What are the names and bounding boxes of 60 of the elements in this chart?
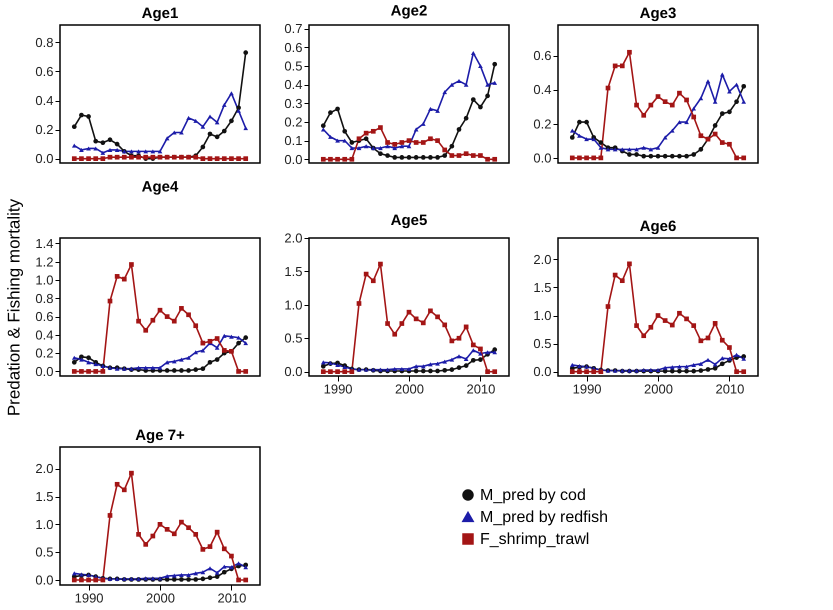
x-tick-label: 2000 bbox=[146, 590, 175, 606]
y-tick-label: 2.0 bbox=[533, 252, 552, 267]
legend-label: F_shrimp_trawl bbox=[480, 531, 590, 548]
y-axis-title: Predation & Fishing mortality bbox=[4, 198, 24, 416]
y-tick-label: 1.5 bbox=[284, 264, 302, 279]
y-tick-label: 0.0 bbox=[35, 151, 54, 166]
y-tick-label: 0.6 bbox=[284, 40, 302, 55]
y-tick-label: 0.1 bbox=[284, 133, 302, 148]
y-tick-label: 1.0 bbox=[35, 272, 54, 288]
legend-label: M_pred by cod bbox=[480, 487, 586, 504]
x-tick-label: 2010 bbox=[217, 590, 246, 606]
y-tick-label: 0.4 bbox=[284, 77, 302, 92]
y-tick-label: 0.5 bbox=[533, 336, 552, 352]
x-tick-label: 2000 bbox=[644, 382, 673, 396]
x-tick-label: 1990 bbox=[572, 382, 602, 396]
y-tick-label: 0.2 bbox=[35, 122, 54, 138]
y-tick-label: 0.4 bbox=[35, 93, 54, 108]
x-tick-label: 2010 bbox=[466, 382, 496, 396]
y-tick-label: 0.0 bbox=[533, 150, 552, 166]
y-tick-label: 1.4 bbox=[35, 236, 54, 251]
chart-title: Age6 bbox=[640, 218, 676, 235]
y-tick-label: 0.7 bbox=[284, 21, 302, 36]
y-tick-label: 1.0 bbox=[284, 297, 302, 312]
y-tick-label: 0.0 bbox=[284, 152, 302, 167]
y-tick-label: 1.0 bbox=[533, 308, 552, 324]
y-tick-label: 0.0 bbox=[35, 364, 54, 379]
y-tick-label: 0.3 bbox=[284, 96, 302, 111]
legend-label: M_pred by redfish bbox=[480, 509, 608, 526]
y-tick-label: 0.2 bbox=[284, 114, 302, 130]
chart-title: Age3 bbox=[640, 5, 676, 22]
y-tick-label: 0.0 bbox=[35, 572, 54, 588]
x-tick-label: 1990 bbox=[74, 590, 104, 606]
y-tick-label: 0.8 bbox=[35, 34, 54, 50]
y-tick-label: 2.0 bbox=[284, 230, 302, 246]
x-tick-label: 1990 bbox=[324, 382, 353, 396]
y-tick-label: 0.0 bbox=[284, 364, 302, 380]
y-tick-label: 0.5 bbox=[284, 58, 302, 74]
chart-title: Age2 bbox=[390, 2, 428, 20]
x-tick-label: 2000 bbox=[395, 382, 424, 396]
y-tick-label: 0.6 bbox=[35, 64, 54, 79]
y-tick-label: 1.5 bbox=[35, 489, 54, 504]
y-tick-label: 0.5 bbox=[35, 544, 54, 560]
y-tick-label: 0.4 bbox=[533, 82, 552, 98]
y-tick-label: 0.4 bbox=[35, 327, 54, 342]
y-tick-label: 0.6 bbox=[35, 309, 54, 324]
y-tick-label: 1.5 bbox=[533, 280, 552, 295]
y-tick-label: 0.2 bbox=[533, 116, 552, 132]
y-tick-label: 1.2 bbox=[35, 254, 54, 270]
y-tick-label: 0.5 bbox=[284, 330, 302, 346]
y-tick-label: 0.8 bbox=[35, 290, 54, 306]
y-tick-label: 0.6 bbox=[533, 48, 552, 64]
x-tick-label: 2010 bbox=[715, 382, 744, 396]
y-tick-label: 1.0 bbox=[35, 516, 54, 532]
chart-title: Age4 bbox=[142, 178, 179, 196]
y-tick-label: 0.0 bbox=[533, 364, 552, 380]
y-tick-label: 0.2 bbox=[35, 346, 54, 361]
y-tick-label: 2.0 bbox=[35, 461, 54, 476]
chart-title: Age5 bbox=[390, 212, 428, 229]
chart-title: Age 7+ bbox=[135, 427, 186, 444]
chart-title: Age1 bbox=[142, 5, 178, 22]
